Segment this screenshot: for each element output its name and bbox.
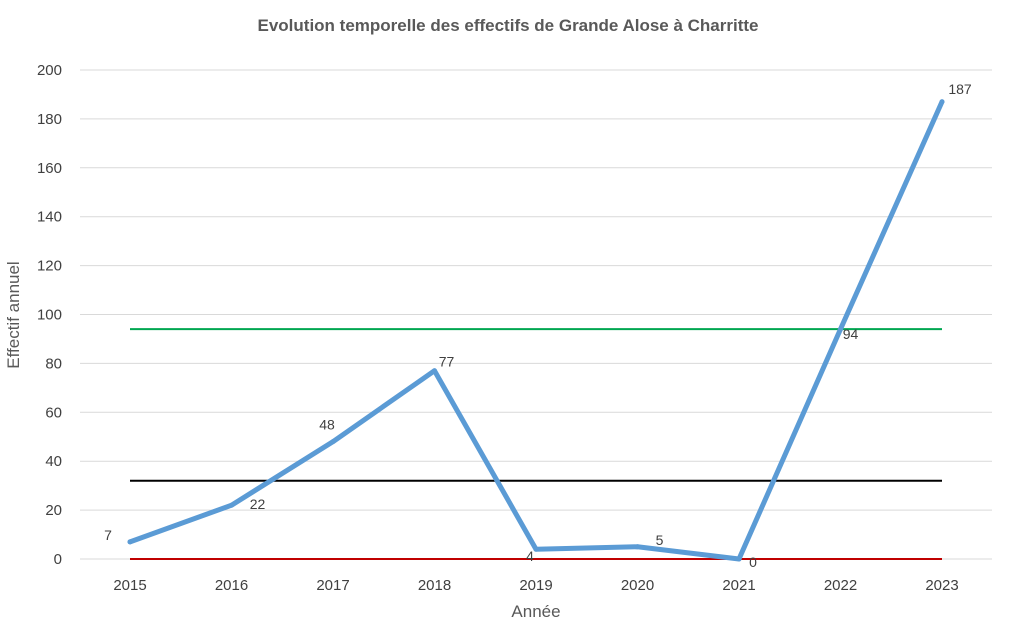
x-tick-label: 2020	[621, 577, 654, 594]
y-tick-label: 100	[37, 307, 62, 324]
x-tick-label: 2021	[722, 577, 755, 594]
x-axis-title: Année	[511, 602, 560, 621]
data-point	[939, 99, 945, 105]
y-tick-label: 160	[37, 160, 62, 177]
data-point	[736, 556, 742, 562]
y-tick-label: 80	[45, 355, 62, 372]
x-tick-label: 2017	[316, 577, 349, 594]
data-label: 22	[250, 496, 266, 512]
x-axis-ticks: 2015 2016 2017 2018 2019 2020 2021 2022 2023	[113, 577, 958, 594]
y-tick-label: 40	[45, 453, 62, 470]
y-tick-label: 180	[37, 111, 62, 128]
y-tick-label: 20	[45, 502, 62, 519]
data-point	[635, 544, 640, 550]
data-label: 0	[749, 554, 757, 570]
x-tick-label: 2023	[925, 577, 958, 594]
data-label: 94	[843, 326, 859, 342]
chart-title: Evolution temporelle des effectifs de Gr…	[258, 16, 759, 35]
data-label: 187	[948, 81, 972, 97]
reference-lines	[130, 328, 942, 560]
y-tick-label: 60	[45, 404, 62, 421]
y-tick-label: 140	[37, 209, 62, 226]
data-point	[229, 502, 234, 508]
gridlines	[80, 69, 992, 560]
y-axis-ticks: 0 20 40 60 80 100 120 140 160 180 200	[37, 62, 62, 568]
x-tick-label: 2022	[824, 577, 857, 594]
data-label: 77	[439, 354, 455, 370]
series-line	[127, 99, 945, 562]
y-tick-label: 120	[37, 258, 62, 275]
data-point	[330, 439, 336, 445]
data-label: 48	[319, 417, 335, 433]
y-axis-title: Effectif annuel	[4, 261, 23, 368]
x-tick-label: 2016	[215, 577, 248, 594]
data-point	[127, 539, 133, 545]
data-label: 7	[104, 527, 112, 543]
x-tick-label: 2015	[113, 577, 146, 594]
y-tick-label: 200	[37, 62, 62, 79]
series-group	[127, 99, 945, 562]
data-labels: 7 22 48 77 4 5 0 94 187	[104, 81, 972, 570]
x-tick-label: 2019	[519, 577, 552, 594]
data-label: 5	[656, 532, 664, 548]
y-tick-label: 0	[54, 551, 62, 568]
data-point	[838, 326, 843, 332]
x-tick-label: 2018	[418, 577, 451, 594]
data-point	[533, 546, 539, 552]
data-point	[432, 368, 437, 374]
data-label: 4	[526, 548, 534, 564]
